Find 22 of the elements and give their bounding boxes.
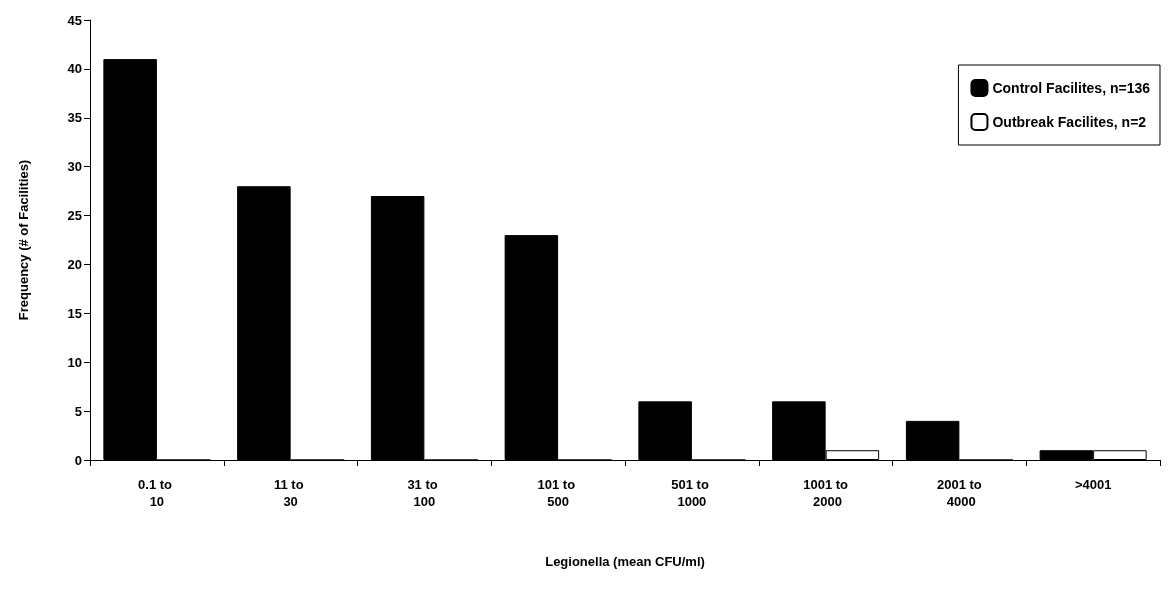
y-tick-label: 5 (74, 403, 82, 419)
x-axis-title: Legionella (mean CFU/ml) (545, 554, 705, 569)
y-tick-label: 30 (67, 159, 82, 175)
y-tick-label: 15 (67, 305, 82, 321)
y-tick-label: 45 (67, 12, 82, 28)
x-tick-label: 0.1 to 10 (138, 477, 176, 509)
x-tick-label: 2001 to 4000 (936, 477, 982, 509)
y-tick-label: 0 (74, 452, 82, 468)
legend-label: Outbreak Facilites, n=2 (992, 114, 1147, 130)
y-tick-label: 10 (67, 354, 82, 370)
x-tick-label: >4001 (1074, 477, 1112, 492)
y-tick-label: 20 (67, 256, 82, 272)
x-tick-label: 1001 to 2000 (803, 477, 849, 509)
x-tick-label: 501 to 1000 (671, 477, 713, 509)
y-tick-label: 25 (67, 208, 82, 224)
x-tick-label: 101 to 500 (537, 477, 579, 509)
x-tick-label: 11 to 30 (274, 477, 308, 509)
x-tick-label: 31 to 100 (407, 477, 442, 509)
legend-label: Control Facilites, n=136 (992, 80, 1151, 96)
y-tick-label: 35 (67, 110, 82, 126)
y-tick-label: 40 (67, 61, 82, 77)
y-axis-title: Frequency (# of Facilities) (16, 159, 31, 321)
